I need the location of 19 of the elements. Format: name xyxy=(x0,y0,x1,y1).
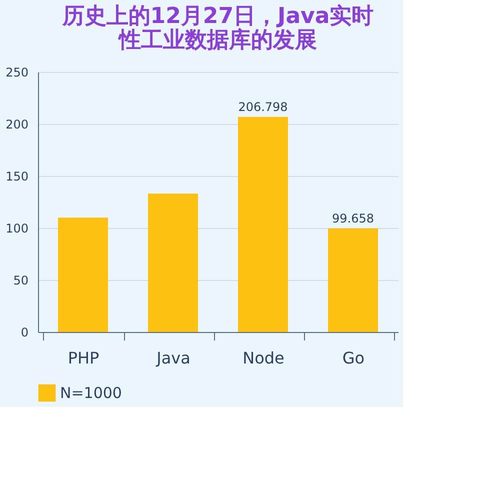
bar xyxy=(328,228,378,332)
data-label: 206.798 xyxy=(238,100,288,114)
y-tick-label: 250 xyxy=(6,66,28,80)
text: 性工业数据库的发展 xyxy=(119,28,317,53)
data-label: 99.658 xyxy=(332,211,374,226)
legend-label: N=1000 xyxy=(60,384,122,402)
y-tick-label: 100 xyxy=(6,222,28,236)
x-tick-label: Go xyxy=(342,348,365,368)
bar xyxy=(58,218,108,332)
bar xyxy=(148,194,198,332)
y-tick-label: 200 xyxy=(6,118,28,132)
bar xyxy=(238,116,288,332)
y-tick-label: 50 xyxy=(13,274,28,288)
y-tick-label: 0 xyxy=(20,326,28,340)
text: 历史上的12月27日，Java实时 xyxy=(62,4,374,29)
x-tick-label: Node xyxy=(242,348,284,368)
y-tick-label: 150 xyxy=(6,170,28,184)
x-tick-label: Java xyxy=(156,348,190,368)
x-tick-label: PHP xyxy=(68,348,100,368)
